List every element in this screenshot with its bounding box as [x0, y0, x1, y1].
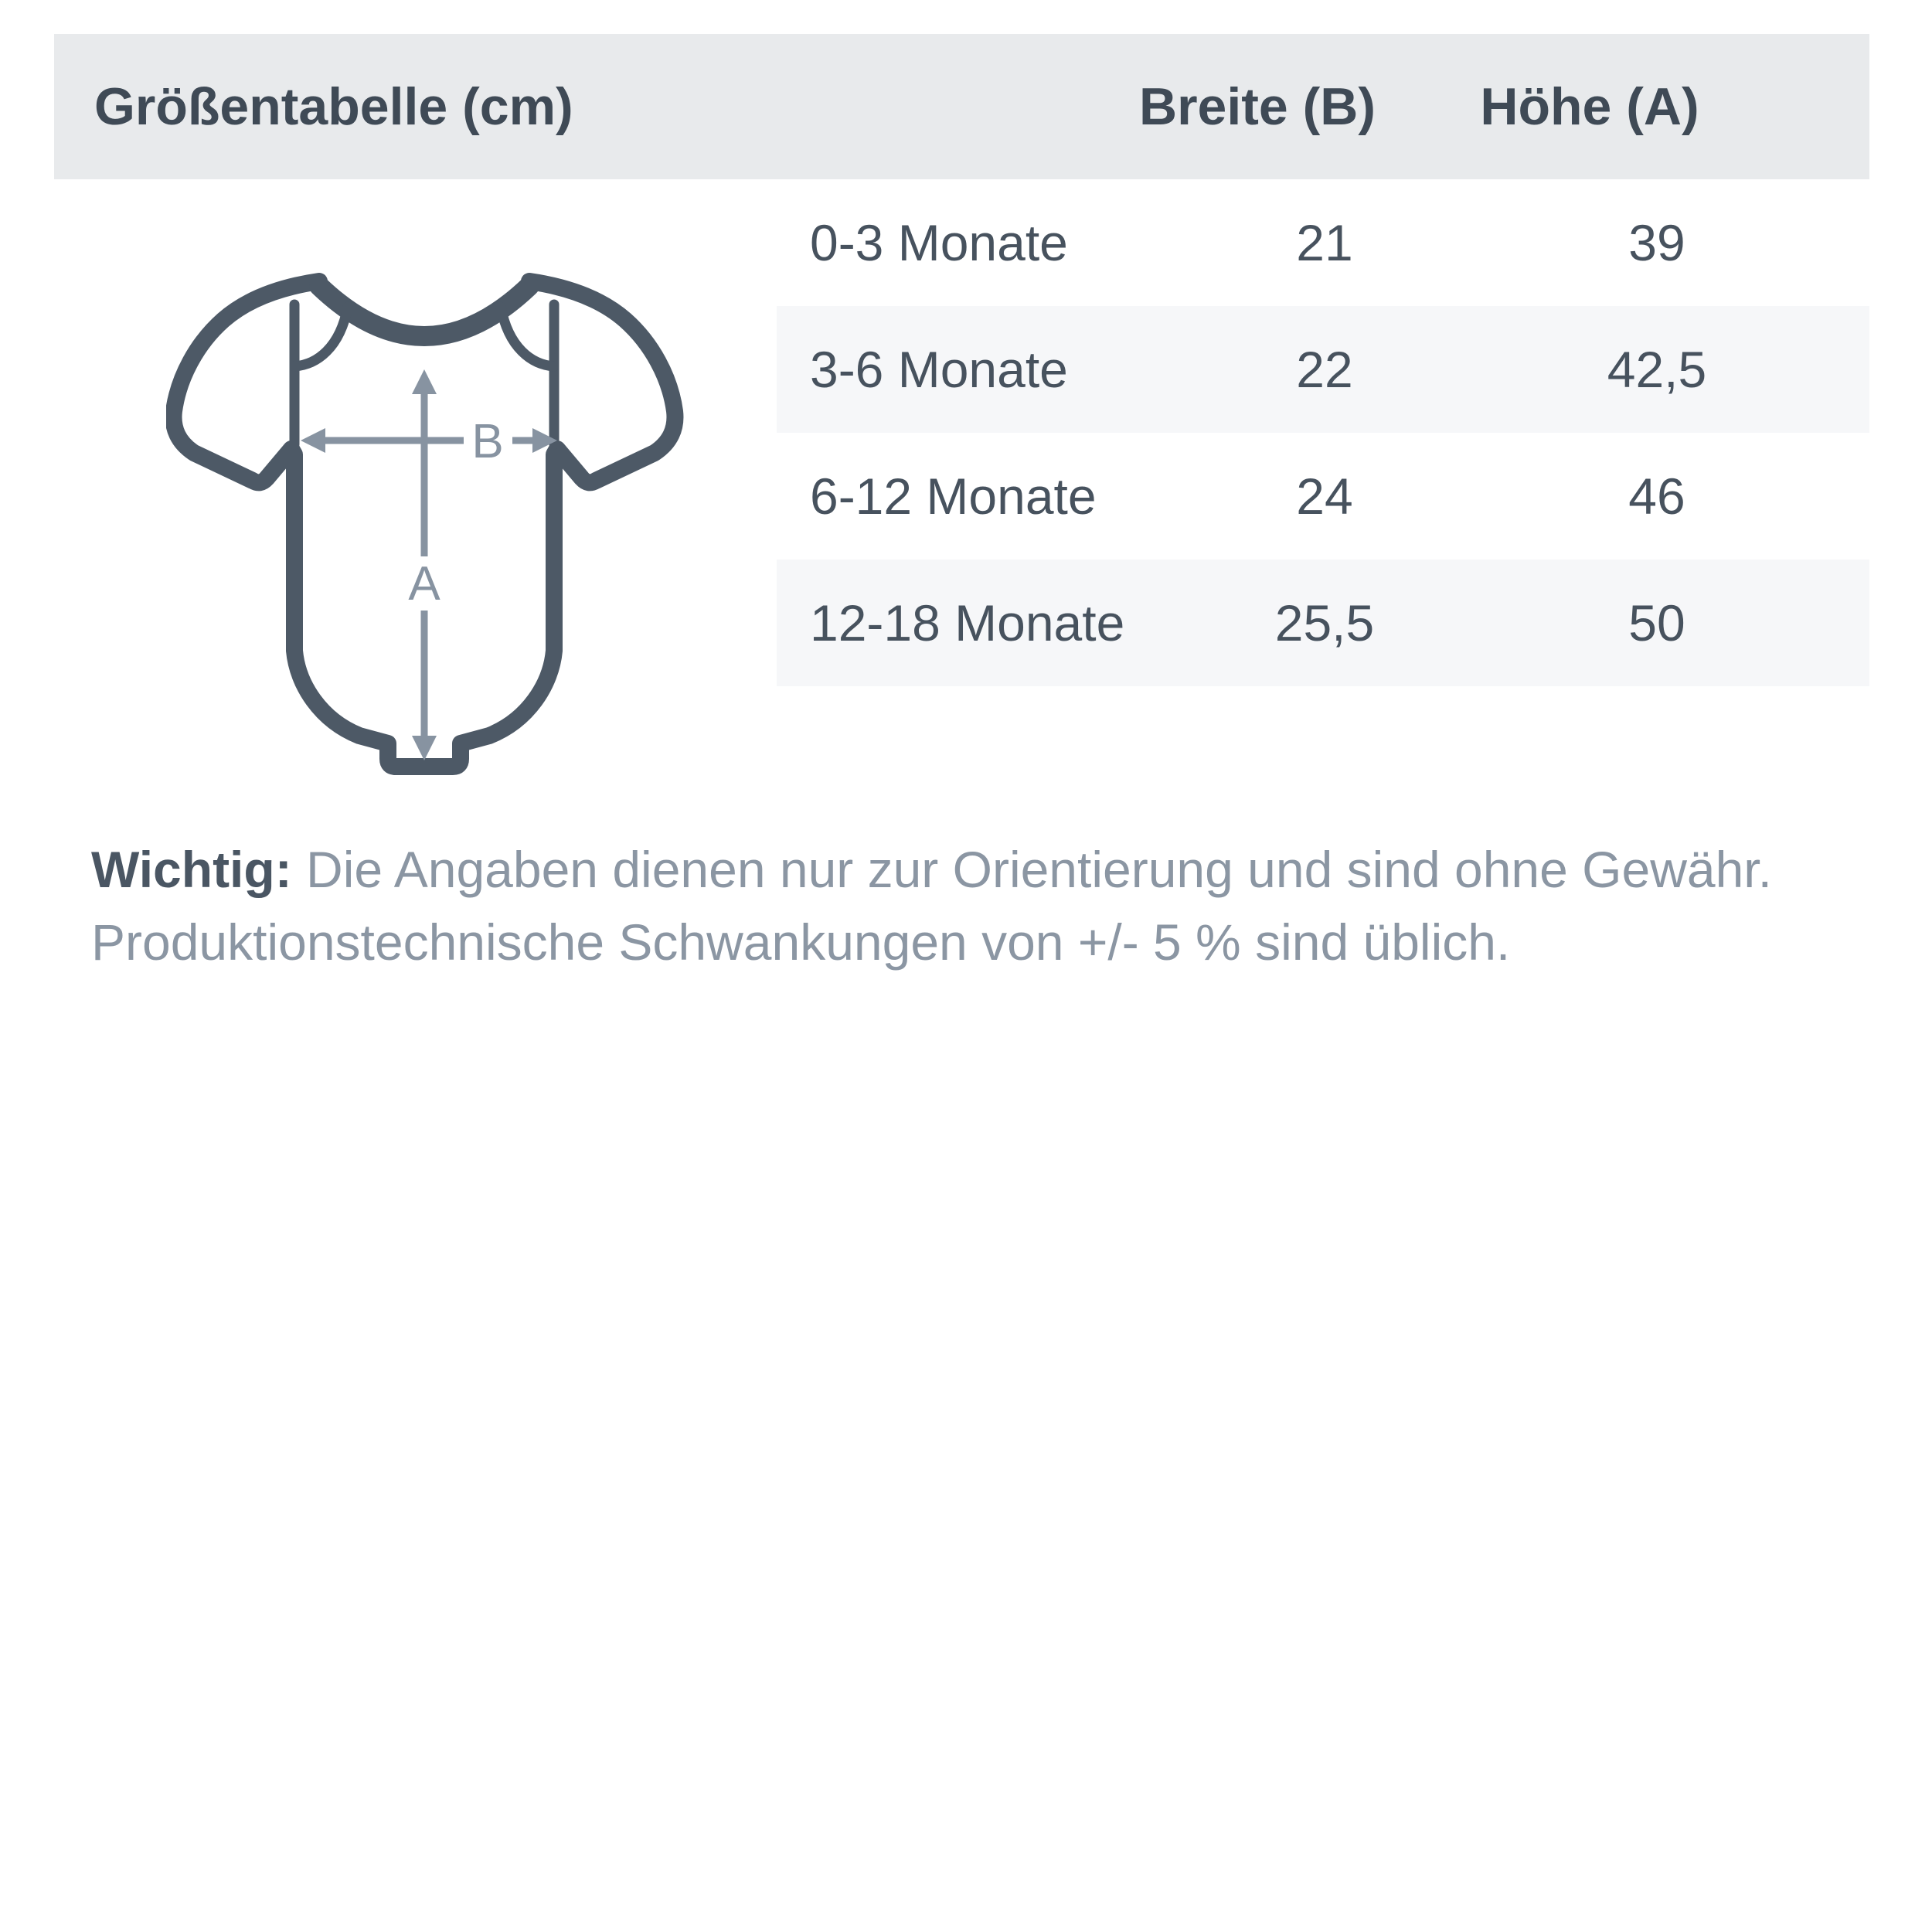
- table-row: 6-12 Monate 24 46: [777, 433, 1869, 560]
- disclaimer-text: Die Angaben dienen nur zur Orientierung …: [291, 841, 1772, 898]
- bodysuit-outline-icon: [166, 273, 684, 775]
- row-width-value: 21: [1296, 214, 1353, 271]
- row-label: 12-18 Monate: [810, 594, 1125, 651]
- row-width-value: 25,5: [1274, 594, 1375, 651]
- row-label: 6-12 Monate: [810, 468, 1097, 525]
- table-row: 0-3 Monate 21 39: [777, 179, 1869, 306]
- table-header-band: Größentabelle (cm) Breite (B) Höhe (A): [54, 34, 1869, 179]
- row-label: 0-3 Monate: [810, 214, 1068, 271]
- height-label: A: [408, 557, 440, 611]
- disclaimer-line-1: Wichtig: Die Angaben dienen nur zur Orie…: [91, 833, 1853, 906]
- row-height-value: 46: [1628, 468, 1685, 525]
- row-height-value: 42,5: [1607, 341, 1707, 398]
- row-height-value: 39: [1628, 214, 1685, 271]
- row-label: 3-6 Monate: [810, 341, 1068, 398]
- table-row: 3-6 Monate 22 42,5: [777, 306, 1869, 433]
- row-width-value: 24: [1296, 468, 1353, 525]
- column-header-height: Höhe (A): [1480, 77, 1699, 136]
- width-arrow-icon: B: [301, 415, 557, 468]
- disclaimer-line-2: Produktionstechnische Schwankungen von +…: [91, 913, 1511, 971]
- table-row: 12-18 Monate 25,5 50: [777, 560, 1869, 686]
- baby-bodysuit-diagram: A B: [166, 273, 684, 775]
- width-label: B: [471, 415, 503, 468]
- disclaimer-note: Wichtig: Die Angaben dienen nur zur Orie…: [91, 833, 1853, 978]
- row-width-value: 22: [1296, 341, 1353, 398]
- height-arrow-icon: A: [408, 369, 440, 760]
- size-table-body: 0-3 Monate 21 39 3-6 Monate 22 42,5 6-12…: [777, 179, 1869, 686]
- disclaimer-lead: Wichtig:: [91, 841, 292, 898]
- page-title: Größentabelle (cm): [94, 77, 573, 136]
- row-height-value: 50: [1628, 594, 1685, 651]
- column-header-width: Breite (B): [1138, 77, 1376, 136]
